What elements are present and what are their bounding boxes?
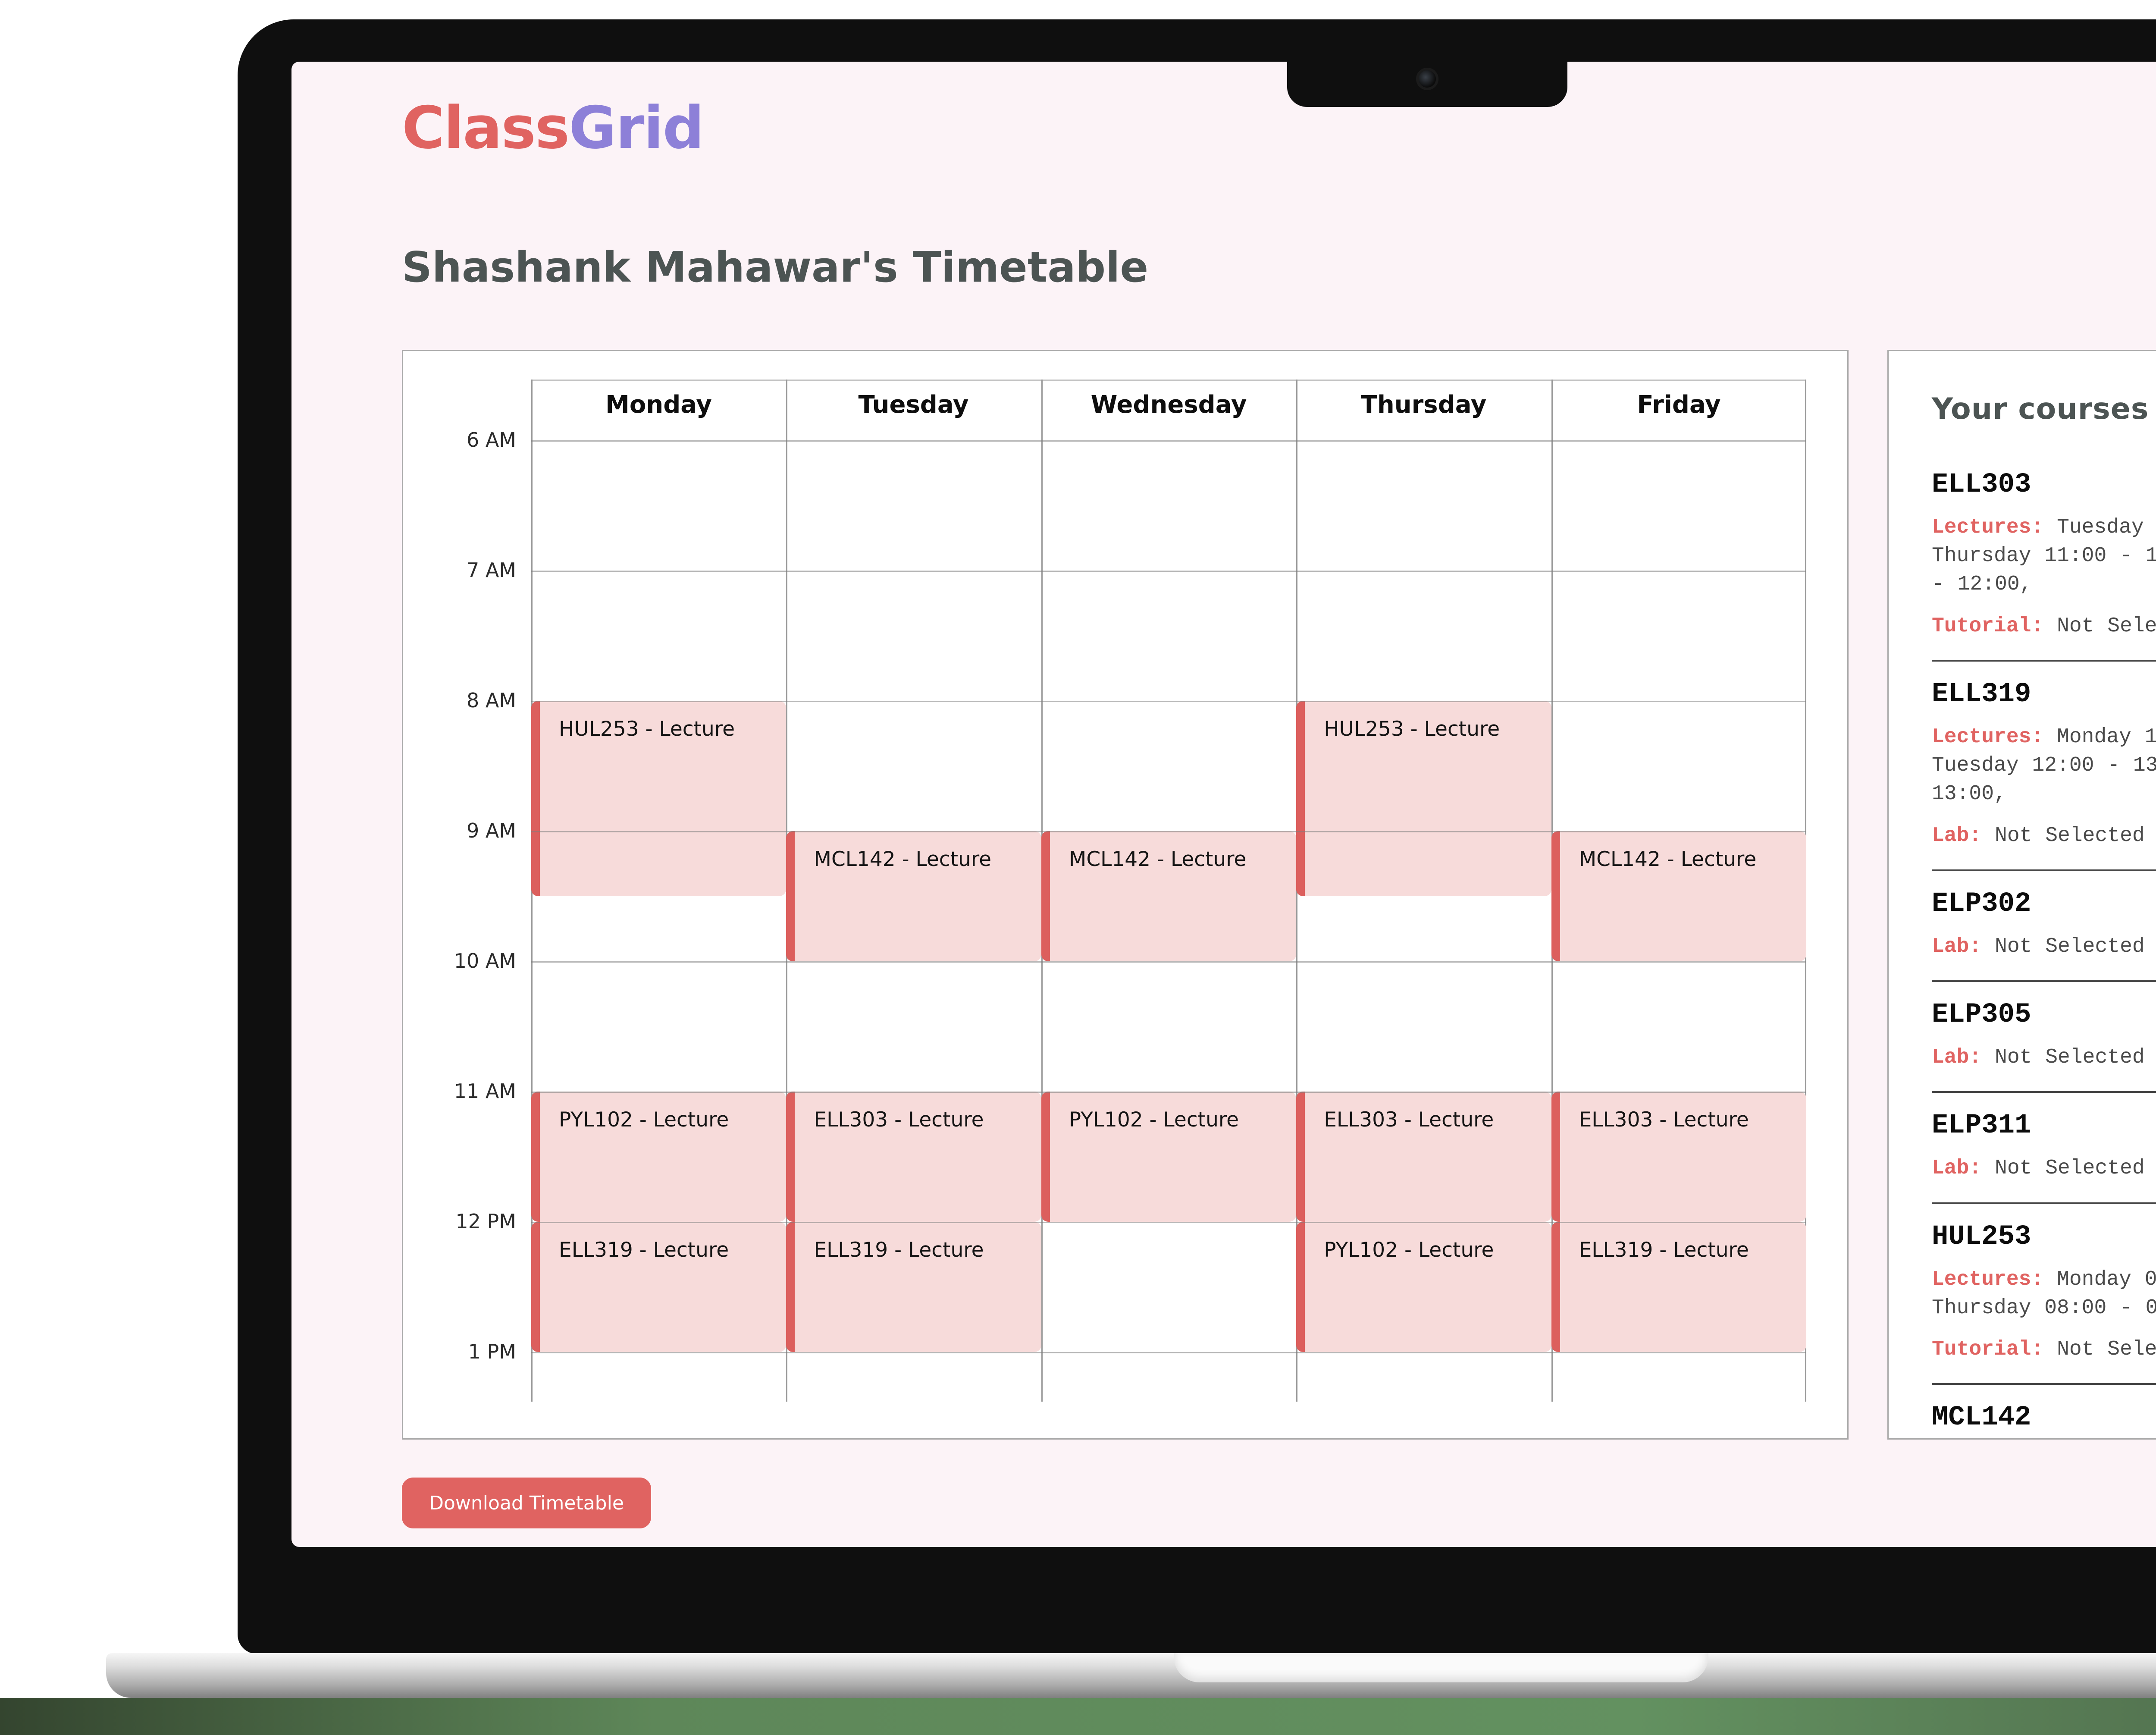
grid-line (531, 440, 1806, 442)
course-line-value: Not Selected (2057, 1338, 2156, 1362)
event-label: ELL319 - Lecture (1579, 1238, 1749, 1262)
day-header-thursday: Thursday (1360, 391, 1487, 419)
timetable-event: ELL319 - Lecture (531, 1222, 787, 1352)
course-line-label: Lab: (1932, 935, 1982, 958)
timetable-event: ELL303 - Lecture (1551, 1092, 1806, 1222)
event-label: HUL253 - Lecture (559, 717, 735, 741)
time-label: 11 AM (454, 1079, 516, 1103)
course-item-hul253: HUL253 ✎ Lectures: Monday 08:00 - 09:30,… (1932, 1202, 2156, 1384)
course-line-label: Lab: (1932, 1046, 1982, 1070)
time-label: 10 AM (454, 949, 516, 973)
course-line-value: Tuesday 11:00 - 12:00, Thursday 11:00 - … (1932, 516, 2156, 596)
timetable-event: MCL142 - Lecture (1551, 831, 1806, 961)
course-item-elp305: ELP305 ✎ Lab: Not Selected (1932, 980, 2156, 1091)
logo-text-grid: Grid (569, 94, 704, 162)
course-line-label: Tutorial: (1932, 614, 2044, 638)
time-label: 12 PM (455, 1210, 516, 1233)
timetable-event: HUL253 - Lecture (531, 701, 787, 896)
grid-line (531, 831, 1806, 832)
laptop-base-scoop (1174, 1653, 1708, 1682)
time-label: 1 PM (468, 1340, 516, 1363)
course-code: ELP302 (1932, 888, 2031, 919)
course-line-value: Not Selected (1995, 935, 2145, 958)
course-line-value: Not Selected (2057, 614, 2156, 638)
course-code: ELL319 (1932, 678, 2031, 710)
event-label: PYL102 - Lecture (1324, 1238, 1494, 1262)
grid-line (531, 961, 1806, 963)
logo-text-class: Class (402, 94, 570, 162)
course-line-value: Not Selected (1995, 1157, 2145, 1180)
grid-line (531, 1222, 1806, 1223)
course-line-label: Lab: (1932, 824, 1982, 847)
desk-strip (0, 1698, 2156, 1735)
course-line-value: Not Selected (1995, 824, 2145, 847)
page-title: Shashank Mahawar's Timetable (402, 243, 1149, 292)
event-label: ELL303 - Lecture (1579, 1108, 1749, 1132)
grid-line (531, 571, 1806, 572)
download-timetable-button[interactable]: Download Timetable (402, 1478, 651, 1528)
course-line-label: Lectures: (1932, 1268, 2044, 1291)
course-line-value: Not Selected (1995, 1046, 2145, 1070)
course-item-elp302: ELP302 ✎ Lab: Not Selected (1932, 869, 2156, 980)
event-label: ELL303 - Lecture (814, 1108, 984, 1132)
laptop-screen: ClassGrid A DevClub Project Shashank Mah… (291, 62, 2156, 1547)
event-label: ELL319 - Lecture (559, 1238, 729, 1262)
timetable-event: PYL102 - Lecture (1296, 1222, 1551, 1352)
event-label: HUL253 - Lecture (1324, 717, 1500, 741)
laptop-notch (1287, 62, 1567, 107)
timetable-panel: Monday Tuesday Wednesday Thursday Friday… (402, 350, 1849, 1440)
courses-panel: Your courses ELL303 ✎ Lectures: Tuesday … (1887, 350, 2156, 1440)
course-item-ell303: ELL303 ✎ Lectures: Tuesday 11:00 - 12:00… (1932, 452, 2156, 660)
event-label: PYL102 - Lecture (559, 1108, 729, 1132)
course-item-ell319: ELL319 ✎ Lectures: Monday 12:00 - 13:00,… (1932, 659, 2156, 869)
timetable-event: PYL102 - Lecture (531, 1092, 787, 1222)
course-line-label: Lectures: (1932, 516, 2044, 539)
course-line-value: Monday 12:00 - 13:00, Tuesday 12:00 - 13… (1932, 725, 2156, 806)
course-line-value: Monday 08:00 - 09:30, Thursday 08:00 - 0… (1932, 1268, 2156, 1320)
app-logo: ClassGrid (402, 94, 704, 162)
grid-line (531, 1092, 1806, 1093)
timetable-event: ELL319 - Lecture (1551, 1222, 1806, 1352)
timetable-event: ELL319 - Lecture (786, 1222, 1041, 1352)
event-label: ELL319 - Lecture (814, 1238, 984, 1262)
course-code: HUL253 (1932, 1221, 2031, 1252)
course-code: ELP305 (1932, 999, 2031, 1031)
time-label: 8 AM (466, 689, 516, 712)
course-code: ELL303 (1932, 469, 2031, 500)
time-label: 9 AM (466, 819, 516, 842)
day-header-wednesday: Wednesday (1091, 391, 1247, 419)
event-label: MCL142 - Lecture (814, 847, 992, 871)
event-label: PYL102 - Lecture (1069, 1108, 1239, 1132)
timetable-event: MCL142 - Lecture (1041, 831, 1297, 961)
timetable-event: HUL253 - Lecture (1296, 701, 1551, 896)
timetable-event: MCL142 - Lecture (786, 831, 1041, 961)
laptop-base (106, 1653, 2156, 1698)
grid-line (531, 1352, 1806, 1353)
course-line-label: Tutorial: (1932, 1338, 2044, 1362)
grid-line (531, 701, 1806, 702)
course-item-mcl142: MCL142 Lectures: Tuesday 09:00 - 10:00, (1932, 1383, 2156, 1438)
time-label: 7 AM (466, 558, 516, 582)
laptop-bezel: ClassGrid A DevClub Project Shashank Mah… (238, 19, 2156, 1654)
timetable-event: ELL303 - Lecture (1296, 1092, 1551, 1222)
laptop-camera-icon (1416, 68, 1438, 90)
course-list: ELL303 ✎ Lectures: Tuesday 11:00 - 12:00… (1932, 452, 2156, 1438)
courses-title: Your courses (1932, 392, 2149, 426)
time-label: 6 AM (466, 428, 516, 452)
timetable-event: ELL303 - Lecture (786, 1092, 1041, 1222)
day-header-friday: Friday (1637, 391, 1721, 419)
day-header-tuesday: Tuesday (858, 391, 969, 419)
grid-line (531, 380, 1806, 381)
timetable-event: PYL102 - Lecture (1041, 1092, 1297, 1222)
course-line-label: Lectures: (1932, 725, 2044, 749)
event-label: ELL303 - Lecture (1324, 1108, 1494, 1132)
course-code: ELP311 (1932, 1110, 2031, 1142)
course-item-elp311: ELP311 ✎ Lab: Not Selected (1932, 1091, 2156, 1202)
day-header-monday: Monday (605, 391, 712, 419)
event-label: MCL142 - Lecture (1069, 847, 1247, 871)
event-label: MCL142 - Lecture (1579, 847, 1757, 871)
course-code: MCL142 (1932, 1402, 2031, 1434)
course-line-label: Lab: (1932, 1157, 1982, 1180)
